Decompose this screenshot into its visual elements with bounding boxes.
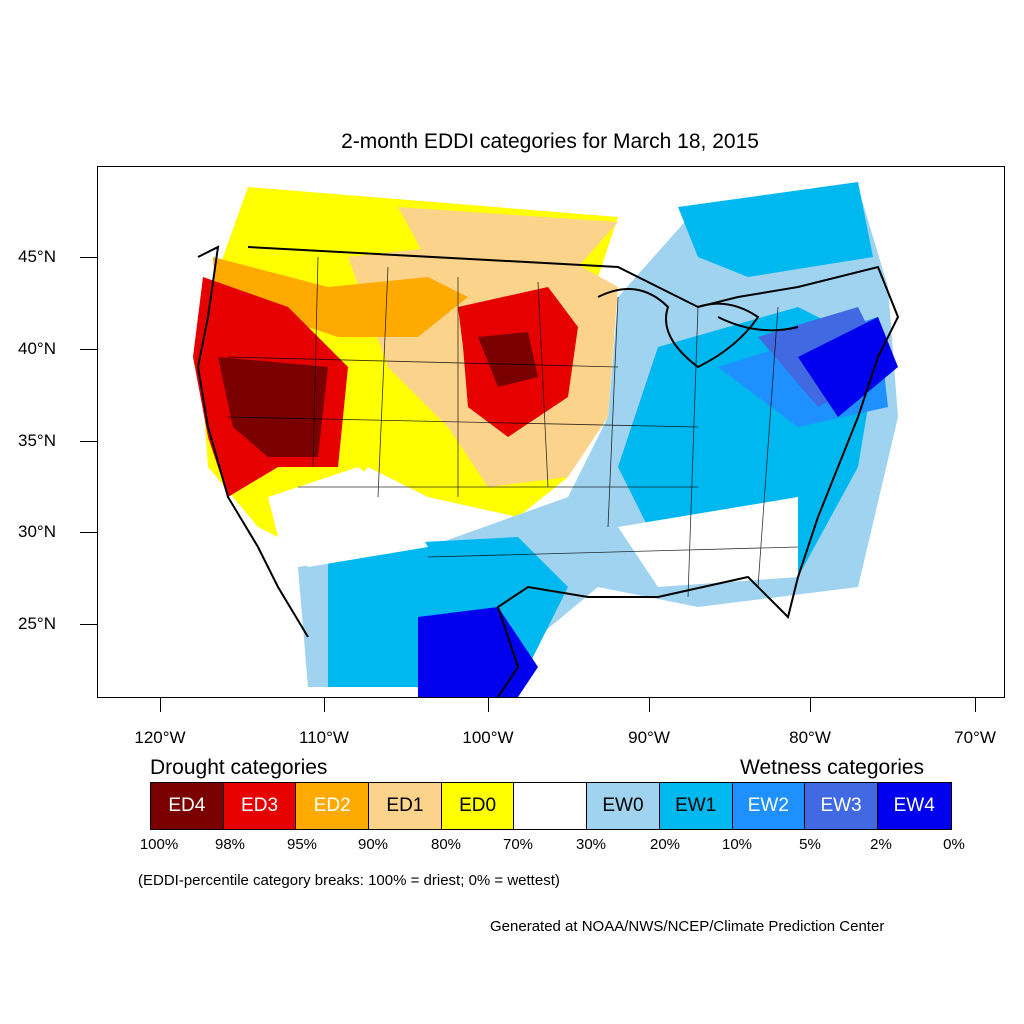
lat-label-45n: 45°N: [18, 247, 56, 266]
lat-label-25n: 25°N: [18, 614, 56, 633]
state-borders: [227, 256, 799, 598]
ew4-region-northeast: [798, 317, 898, 417]
lat-label-35n: 35°N: [18, 431, 56, 450]
lon-tick: [810, 697, 811, 712]
lon-tick: [975, 697, 976, 712]
legend-colorbar: ED4 ED3 ED2 ED1 ED0 EW0 EW1 EW2 EW3 EW4: [150, 782, 952, 830]
break-label: 5%: [799, 836, 821, 853]
eddi-map: [193, 182, 900, 697]
break-label: 80%: [430, 836, 462, 853]
normal-region-southeast: [618, 497, 798, 587]
ed4-region-great-basin: [218, 357, 328, 457]
map-title: 2-month EDDI categories for March 18, 20…: [341, 130, 759, 153]
legend-swatch-ew0: EW0: [587, 783, 660, 829]
break-label: 0%: [943, 836, 965, 853]
lat-tick: [80, 532, 97, 533]
drought-heading: Drought categories: [150, 756, 328, 779]
lon-label-90w: 90°W: [628, 728, 670, 747]
break-label: 10%: [721, 836, 753, 853]
legend-swatch-ew3: EW3: [805, 783, 878, 829]
lon-label-80w: 80°W: [789, 728, 831, 747]
wetness-heading: Wetness categories: [740, 756, 925, 779]
break-label: 2%: [870, 836, 892, 853]
lon-tick: [488, 697, 489, 712]
map-panel: [97, 166, 1005, 698]
lon-label-120w: 120°W: [134, 728, 186, 747]
lon-label-100w: 100°W: [462, 728, 514, 747]
lat-tick: [80, 349, 97, 350]
lat-label-40n: 40°N: [18, 339, 56, 358]
lat-tick: [80, 257, 97, 258]
legend-swatch-ed2: ED2: [296, 783, 370, 829]
lat-tick: [80, 441, 97, 442]
lat-label-30n: 30°N: [18, 522, 56, 541]
break-label: 95%: [286, 836, 318, 853]
ed4-region-plains: [478, 332, 538, 387]
break-label: 20%: [649, 836, 681, 853]
lon-label-70w: 70°W: [954, 728, 996, 747]
ew4-region-texas: [418, 607, 538, 697]
legend-swatch-ed1: ED1: [369, 783, 442, 829]
break-label: 100%: [139, 836, 179, 853]
lon-tick: [649, 697, 650, 712]
legend-swatch-ed3: ED3: [223, 783, 297, 829]
legend-swatch-ew1: EW1: [659, 783, 733, 829]
lon-tick: [324, 697, 325, 712]
legend-note: (EDDI-percentile category breaks: 100% =…: [138, 872, 560, 889]
lon-tick: [160, 697, 161, 712]
break-label: 30%: [575, 836, 607, 853]
ed1-region-north: [398, 207, 618, 267]
great-lakes: [597, 288, 799, 369]
legend-swatch-ed4: ED4: [151, 783, 224, 829]
normal-region-southwest: [268, 467, 428, 567]
credit-text: Generated at NOAA/NWS/NCEP/Climate Predi…: [490, 918, 885, 935]
break-label: 90%: [357, 836, 389, 853]
lat-tick: [80, 624, 97, 625]
legend-swatch-ed0: ED0: [441, 783, 515, 829]
break-label: 98%: [214, 836, 246, 853]
lon-label-110w: 110°W: [299, 728, 349, 747]
legend-swatch-ew4: EW4: [877, 783, 951, 829]
ew1-region-north: [678, 182, 873, 277]
legend-swatch-ew2: EW2: [732, 783, 806, 829]
break-label: 70%: [502, 836, 534, 853]
legend-swatch-normal: [514, 783, 588, 829]
